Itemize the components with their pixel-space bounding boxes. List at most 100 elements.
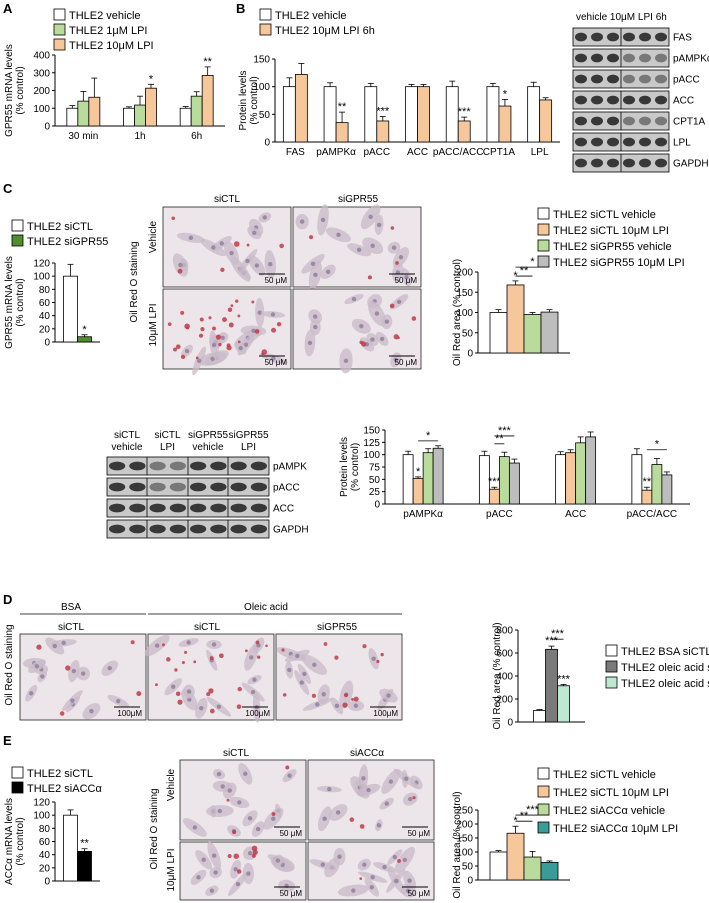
bracket-label: * xyxy=(426,430,431,442)
significance-mark: * xyxy=(416,466,421,478)
blot-band xyxy=(623,74,635,84)
nucleus xyxy=(188,235,194,241)
bar xyxy=(77,336,92,343)
lipid-droplet xyxy=(362,644,367,649)
blot-band xyxy=(655,137,667,147)
lipid-droplet xyxy=(236,869,242,874)
y-tick-label: 60 xyxy=(39,298,51,309)
bar xyxy=(405,86,418,143)
panel-letter-e: E xyxy=(3,733,12,748)
nucleus xyxy=(249,655,254,660)
blot-band xyxy=(639,158,651,168)
blot-label: LPL xyxy=(673,138,691,149)
nucleus xyxy=(252,677,257,682)
nucleus xyxy=(391,245,397,250)
blot-label: FAS xyxy=(673,33,692,44)
nucleus xyxy=(250,689,256,695)
blot-band xyxy=(655,158,667,168)
blot-band xyxy=(655,32,667,42)
legend-label: THLE2 10μM LPI 6h xyxy=(275,25,375,37)
significance-mark: *** xyxy=(488,476,502,488)
lipid-droplet xyxy=(389,303,395,309)
significance-mark: ** xyxy=(203,56,212,68)
bracket-label: *** xyxy=(551,628,565,640)
x-tick-label: pAMPKα xyxy=(403,509,443,520)
lipid-droplet xyxy=(281,648,285,652)
lipid-droplet xyxy=(227,307,233,312)
y-tick-label: 100 xyxy=(363,450,380,461)
blot-band xyxy=(607,116,619,126)
bar xyxy=(498,105,512,143)
nucleus xyxy=(81,671,86,676)
bar xyxy=(123,107,135,127)
lipid-droplet xyxy=(265,644,268,648)
legend-label: THLE2 vehicle xyxy=(275,10,347,22)
bar xyxy=(540,311,559,354)
y-tick-label: 200 xyxy=(456,820,473,831)
lipid-droplet xyxy=(279,243,284,249)
blot-band xyxy=(607,95,619,105)
nucleus xyxy=(321,692,326,697)
y-tick-label: 20 xyxy=(39,863,51,874)
y-tick-label: 40 xyxy=(39,311,51,322)
nucleus xyxy=(388,779,394,784)
bracket-label: ** xyxy=(520,810,529,822)
y-tick-label: 100 xyxy=(33,811,50,822)
bar xyxy=(533,710,546,723)
blot-b-header: vehicle 10μM LPI 6h xyxy=(576,12,667,23)
legend-label: THLE2 siACCα vehicle xyxy=(553,805,665,817)
bar xyxy=(523,314,542,354)
y-tick-label: 150 xyxy=(456,288,473,299)
d-stain-label: Oil Red O staining xyxy=(4,624,15,705)
nucleus xyxy=(201,857,206,862)
lipid-droplet xyxy=(130,640,135,645)
nucleus xyxy=(212,853,217,858)
significance-mark: *** xyxy=(458,106,472,118)
lipid-droplet xyxy=(271,812,276,816)
legend-label: THLE2 siACCα xyxy=(27,783,102,795)
y-tick-label: 60 xyxy=(39,837,51,848)
nucleus xyxy=(255,826,261,832)
nucleus xyxy=(227,788,232,793)
nucleus xyxy=(295,653,300,659)
nucleus xyxy=(187,697,192,702)
nucleus xyxy=(371,656,376,661)
legend-swatch xyxy=(537,821,550,834)
x-tick-label: pAMPKα xyxy=(316,147,356,158)
lipid-droplet xyxy=(155,683,158,687)
blot-band xyxy=(230,461,247,471)
blot-band xyxy=(639,137,651,147)
nucleus xyxy=(70,698,75,703)
nucleus xyxy=(252,230,257,236)
nucleus xyxy=(394,878,399,884)
lipid-droplet xyxy=(390,226,395,230)
y-tick-label: 400 xyxy=(496,672,513,683)
blot-band xyxy=(623,95,635,105)
blot-label: GAPDH xyxy=(273,525,309,536)
d-col-2: siCTL xyxy=(194,622,221,633)
bar xyxy=(179,107,192,127)
blot-band xyxy=(129,503,146,513)
blot-band xyxy=(575,137,587,147)
legend-swatch xyxy=(605,644,618,657)
nucleus xyxy=(299,680,304,685)
bar xyxy=(323,86,337,143)
lipid-droplet xyxy=(226,343,231,348)
y-tick-label: 0 xyxy=(507,718,513,729)
blot-band xyxy=(109,482,126,492)
legend-swatch xyxy=(53,8,66,21)
bar xyxy=(77,850,92,882)
lipid-droplet xyxy=(174,668,178,672)
bar xyxy=(457,120,471,143)
lipid-droplet xyxy=(237,340,241,344)
blot-band xyxy=(230,482,247,492)
legend-swatch xyxy=(11,219,24,232)
nucleus xyxy=(34,664,40,669)
lipid-droplet xyxy=(233,241,240,247)
significance-mark: *** xyxy=(557,673,571,685)
nucleus xyxy=(335,810,341,815)
nucleus xyxy=(262,215,268,220)
nucleus xyxy=(312,314,318,319)
nucleus xyxy=(392,854,398,860)
